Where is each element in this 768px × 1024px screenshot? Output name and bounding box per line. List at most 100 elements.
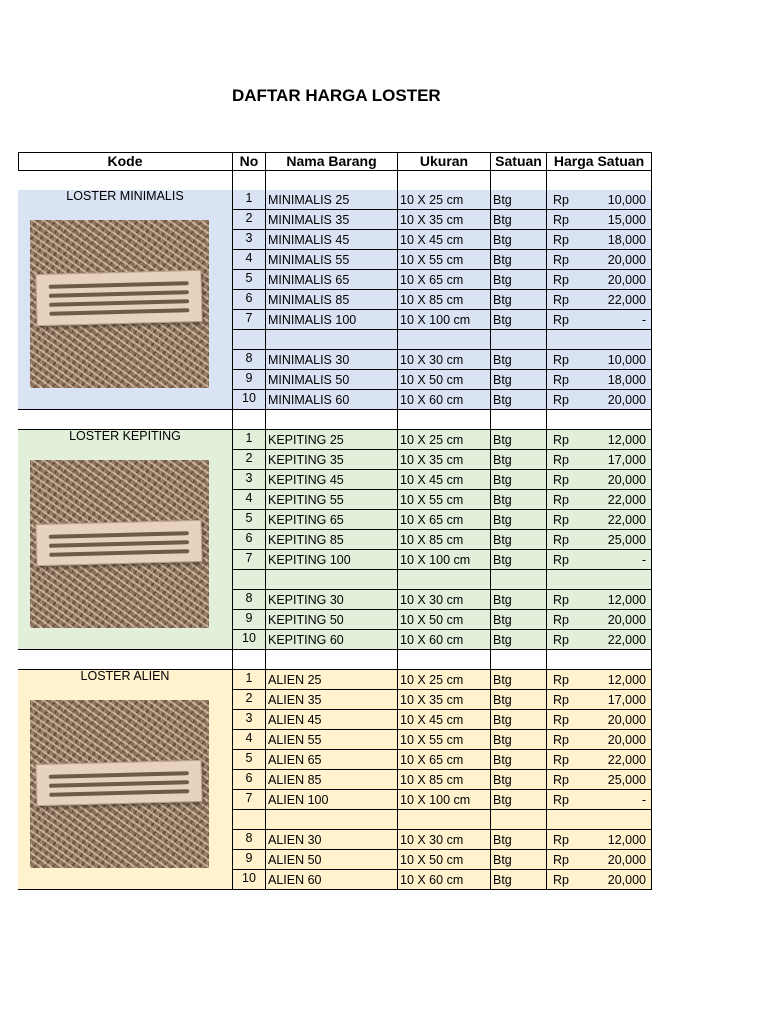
group-label: LOSTER ALIEN [80, 670, 170, 683]
item-currency: Rp [553, 513, 569, 527]
item-name: MINIMALIS 60 [266, 390, 398, 410]
item-size: 10 X 45 cm [398, 470, 491, 490]
item-size: 10 X 50 cm [398, 850, 491, 870]
item-size: 10 X 100 cm [398, 310, 491, 330]
item-unit: Btg [491, 610, 547, 630]
item-name: ALIEN 100 [266, 790, 398, 810]
item-name: KEPITING 45 [266, 470, 398, 490]
empty-cell [547, 570, 652, 590]
empty-cell [18, 650, 233, 670]
item-unit: Btg [491, 770, 547, 790]
empty-cell [491, 650, 547, 670]
item-price-cell: Rp 15,000 [547, 210, 652, 230]
item-size: 10 X 85 cm [398, 530, 491, 550]
item-currency: Rp [553, 373, 569, 387]
item-price-cell: Rp 12,000 [547, 430, 652, 450]
item-size: 10 X 50 cm [398, 370, 491, 390]
item-no: 10 [233, 390, 266, 410]
item-currency: Rp [553, 793, 569, 807]
empty-cell [547, 330, 652, 350]
item-no: 1 [233, 670, 266, 690]
loster-slot [48, 281, 189, 289]
item-price-cell: Rp - [547, 310, 652, 330]
item-price: - [641, 313, 646, 327]
item-unit: Btg [491, 470, 547, 490]
item-size: 10 X 35 cm [398, 690, 491, 710]
item-price: 18,000 [607, 233, 646, 247]
item-name: ALIEN 25 [266, 670, 398, 690]
item-no: 4 [233, 490, 266, 510]
item-no: 5 [233, 270, 266, 290]
item-no: 1 [233, 430, 266, 450]
item-currency: Rp [553, 773, 569, 787]
loster-block [35, 269, 203, 327]
empty-cell [398, 410, 491, 430]
item-price-cell: Rp 17,000 [547, 690, 652, 710]
item-size: 10 X 30 cm [398, 350, 491, 370]
item-no: 6 [233, 770, 266, 790]
item-name: MINIMALIS 85 [266, 290, 398, 310]
item-size: 10 X 65 cm [398, 750, 491, 770]
item-unit: Btg [491, 510, 547, 530]
item-size: 10 X 35 cm [398, 210, 491, 230]
item-price-cell: Rp 22,000 [547, 290, 652, 310]
item-no: 2 [233, 690, 266, 710]
item-price: 20,000 [607, 713, 646, 727]
empty-cell [491, 570, 547, 590]
item-size: 10 X 25 cm [398, 430, 491, 450]
item-name: KEPITING 25 [266, 430, 398, 450]
item-price: 12,000 [607, 593, 646, 607]
item-unit: Btg [491, 630, 547, 650]
item-no: 3 [233, 710, 266, 730]
item-price: 20,000 [607, 853, 646, 867]
item-size: 10 X 60 cm [398, 390, 491, 410]
item-name: KEPITING 60 [266, 630, 398, 650]
column-header: Harga Satuan [547, 152, 652, 171]
empty-cell [547, 650, 652, 670]
item-no: 3 [233, 230, 266, 250]
item-unit: Btg [491, 730, 547, 750]
item-price-cell: Rp 25,000 [547, 770, 652, 790]
item-name: MINIMALIS 65 [266, 270, 398, 290]
product-photo [30, 220, 209, 388]
item-name: KEPITING 65 [266, 510, 398, 530]
empty-cell [233, 570, 266, 590]
item-price-cell: Rp 10,000 [547, 350, 652, 370]
item-unit: Btg [491, 790, 547, 810]
item-price: 25,000 [607, 773, 646, 787]
item-size: 10 X 85 cm [398, 290, 491, 310]
item-price: - [641, 553, 646, 567]
item-size: 10 X 30 cm [398, 590, 491, 610]
empty-cell [398, 810, 491, 830]
item-size: 10 X 35 cm [398, 450, 491, 470]
loster-slot [48, 290, 189, 298]
item-price: 12,000 [607, 433, 646, 447]
item-price: 10,000 [607, 353, 646, 367]
item-price-cell: Rp 22,000 [547, 490, 652, 510]
item-unit: Btg [491, 230, 547, 250]
item-price-cell: Rp 20,000 [547, 850, 652, 870]
item-unit: Btg [491, 210, 547, 230]
empty-cell [398, 570, 491, 590]
item-price: 20,000 [607, 253, 646, 267]
item-price: 25,000 [607, 533, 646, 547]
item-no: 9 [233, 370, 266, 390]
item-price-cell: Rp 20,000 [547, 870, 652, 890]
loster-slot [48, 771, 189, 779]
loster-slot [49, 789, 190, 797]
item-price-cell: Rp 12,000 [547, 830, 652, 850]
empty-cell [18, 410, 233, 430]
empty-cell [233, 810, 266, 830]
item-unit: Btg [491, 290, 547, 310]
item-price: 18,000 [607, 373, 646, 387]
item-unit: Btg [491, 690, 547, 710]
item-price: 20,000 [607, 393, 646, 407]
group-kode-cell: LOSTER KEPITING [18, 430, 233, 650]
item-currency: Rp [553, 393, 569, 407]
item-size: 10 X 50 cm [398, 610, 491, 630]
group-kode-cell: LOSTER MINIMALIS [18, 190, 233, 410]
item-name: ALIEN 55 [266, 730, 398, 750]
item-unit: Btg [491, 250, 547, 270]
item-name: ALIEN 50 [266, 850, 398, 870]
empty-cell [491, 171, 547, 191]
